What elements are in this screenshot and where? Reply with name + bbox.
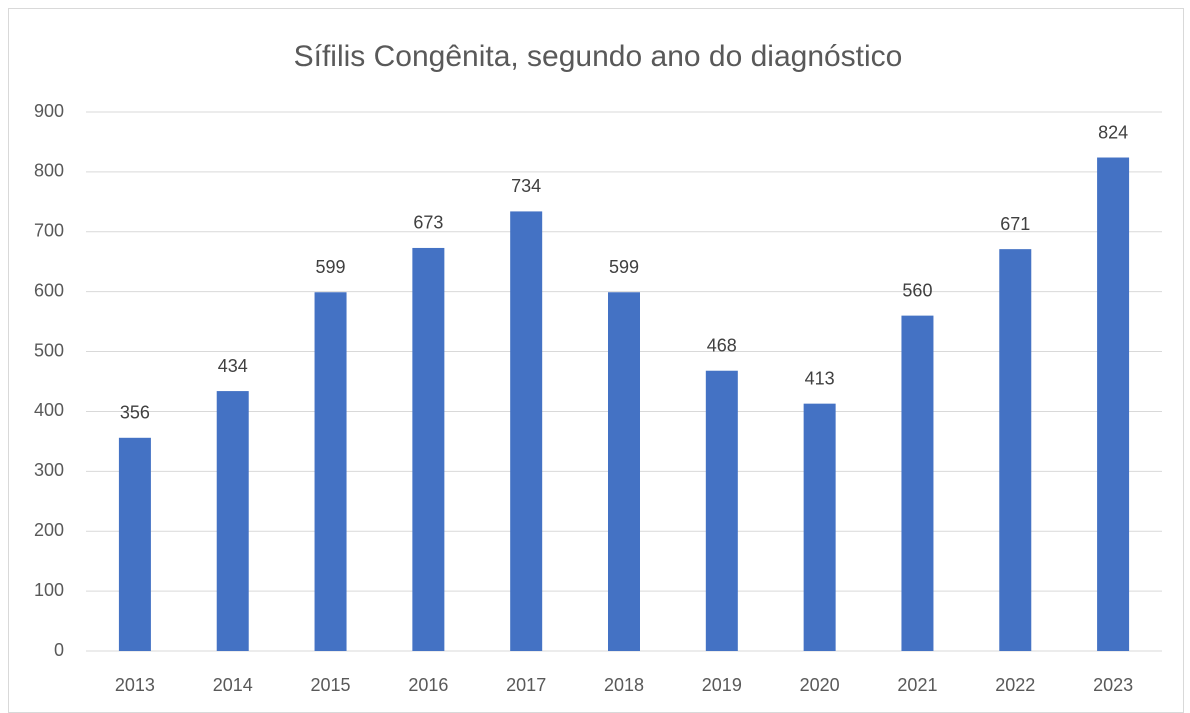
- data-label: 599: [609, 257, 639, 277]
- x-tick-label: 2018: [604, 675, 644, 695]
- x-tick-label: 2020: [800, 675, 840, 695]
- data-label: 734: [511, 176, 541, 196]
- x-tick-label: 2016: [408, 675, 448, 695]
- bar: [216, 391, 249, 651]
- chart-frame: [8, 8, 1184, 713]
- data-label: 824: [1098, 122, 1128, 142]
- data-label: 413: [805, 368, 835, 388]
- y-tick-label: 800: [34, 161, 64, 181]
- bar: [510, 211, 543, 651]
- y-tick-label: 600: [34, 280, 64, 300]
- x-tick-label: 2015: [311, 675, 351, 695]
- x-tick-label: 2017: [506, 675, 546, 695]
- bar: [1097, 157, 1130, 651]
- data-label: 560: [902, 280, 932, 300]
- y-tick-label: 300: [34, 460, 64, 480]
- y-tick-label: 0: [54, 640, 64, 660]
- data-label: 468: [707, 335, 737, 355]
- y-tick-label: 400: [34, 400, 64, 420]
- data-label: 434: [218, 356, 248, 376]
- data-label: 671: [1000, 214, 1030, 234]
- data-label: 673: [413, 213, 443, 233]
- data-label: 599: [316, 257, 346, 277]
- x-tick-label: 2022: [995, 675, 1035, 695]
- x-tick-label: 2013: [115, 675, 155, 695]
- bar: [412, 247, 445, 651]
- bar: [999, 249, 1032, 651]
- bar: [705, 370, 738, 651]
- x-tick-label: 2021: [897, 675, 937, 695]
- y-tick-label: 200: [34, 520, 64, 540]
- x-tick-label: 2014: [213, 675, 253, 695]
- bar: [803, 403, 836, 651]
- x-tick-label: 2019: [702, 675, 742, 695]
- y-tick-label: 100: [34, 580, 64, 600]
- x-tick-label: 2023: [1093, 675, 1133, 695]
- y-tick-label: 500: [34, 340, 64, 360]
- bar: [314, 292, 347, 651]
- y-tick-label: 900: [34, 101, 64, 121]
- bar: [118, 437, 151, 651]
- data-label: 356: [120, 403, 150, 423]
- y-tick-label: 700: [34, 221, 64, 241]
- bar: [901, 315, 934, 651]
- bar: [608, 292, 640, 651]
- chart-title: Sífilis Congênita, segundo ano do diagnó…: [294, 40, 903, 73]
